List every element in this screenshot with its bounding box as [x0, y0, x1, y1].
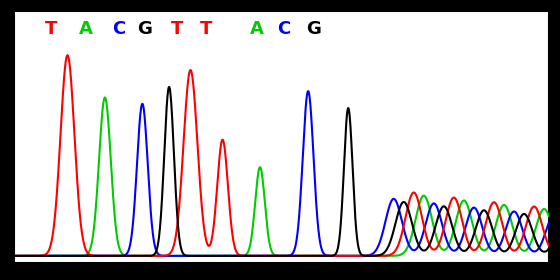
Text: T: T — [171, 20, 183, 38]
Text: C: C — [111, 20, 125, 38]
Text: A: A — [250, 20, 264, 38]
Text: A: A — [80, 20, 93, 38]
Text: G: G — [138, 20, 152, 38]
Text: T: T — [45, 20, 58, 38]
Text: C: C — [277, 20, 291, 38]
Text: T: T — [200, 20, 213, 38]
Text: G: G — [306, 20, 321, 38]
